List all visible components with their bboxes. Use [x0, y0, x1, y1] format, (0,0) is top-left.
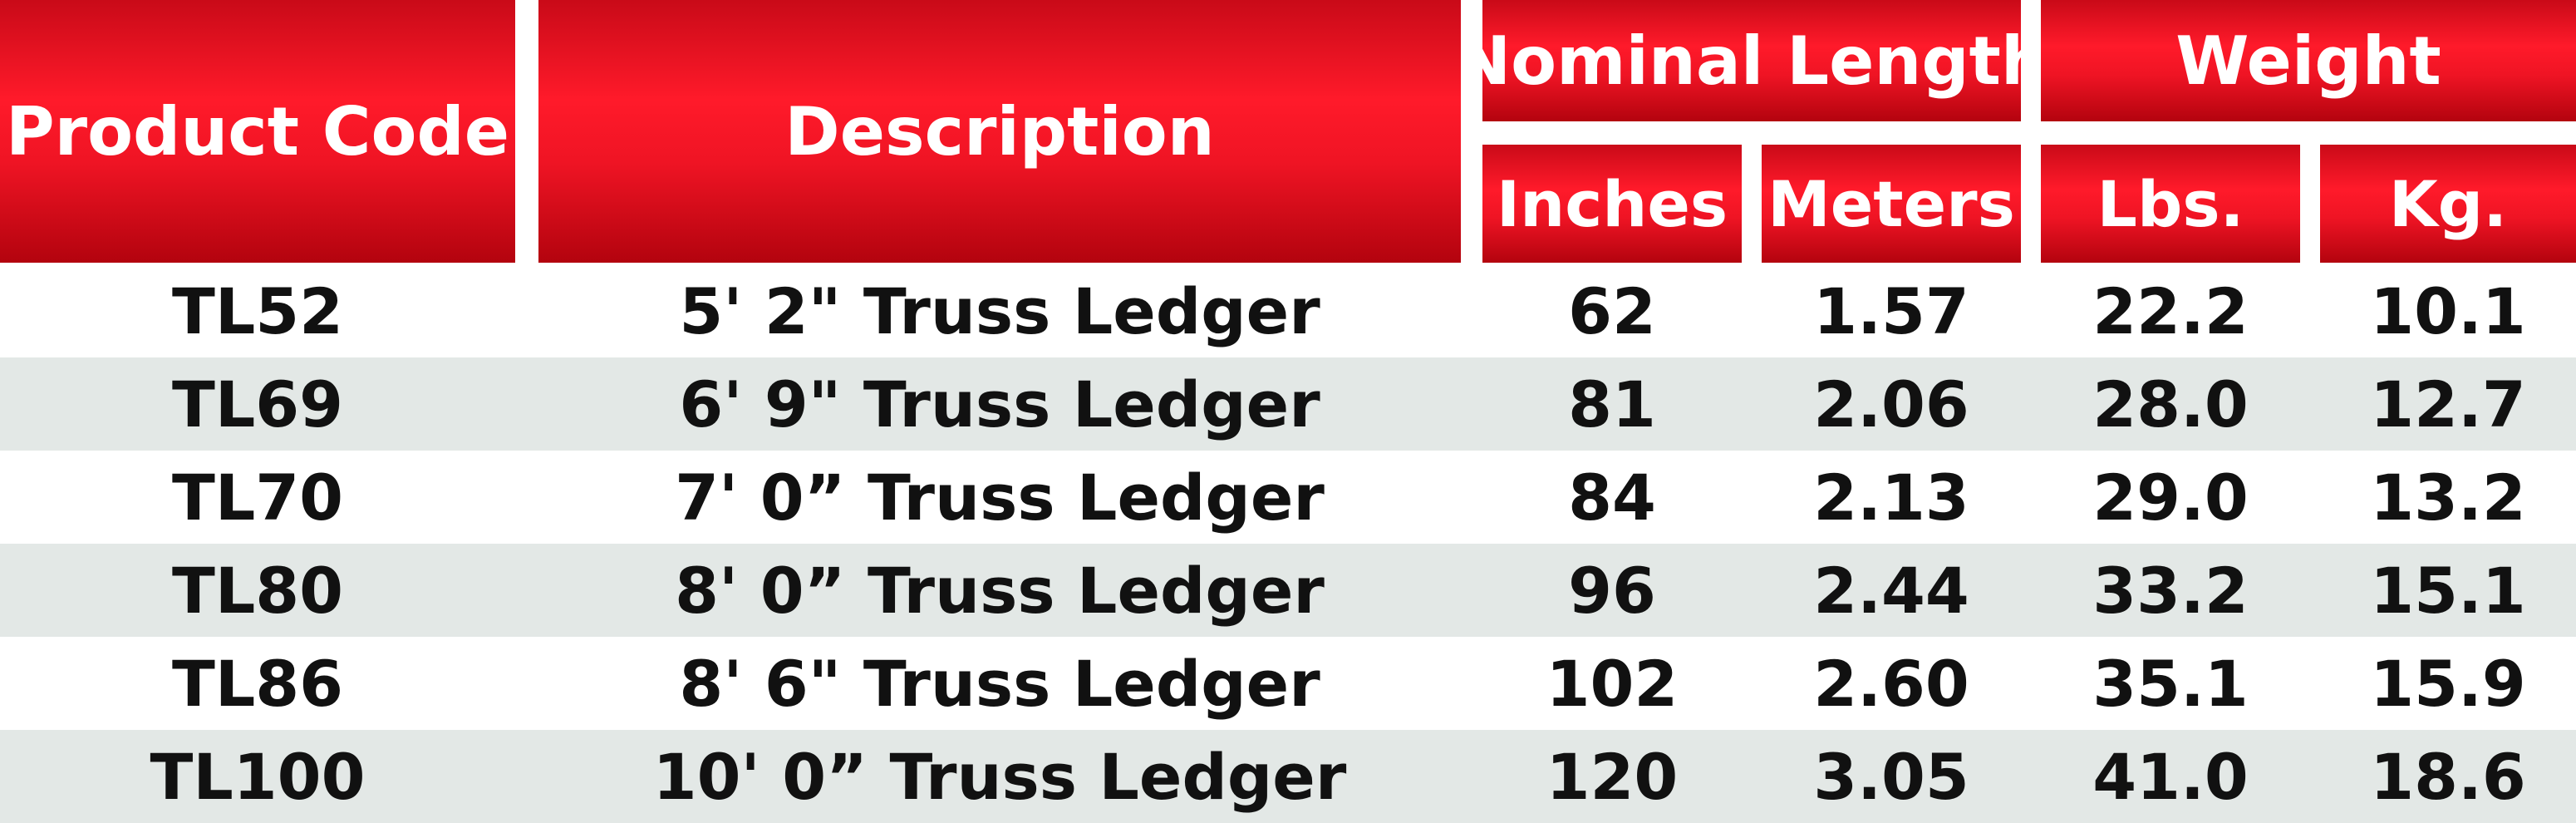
- cell-kg: 18.6: [2370, 739, 2526, 814]
- cell-kg: 13.2: [2370, 460, 2526, 535]
- cell-meters: 2.44: [1813, 553, 1969, 628]
- table-row: TL52 5' 2" Truss Ledger 62 1.57 22.2 10.1: [0, 264, 2576, 357]
- cell-inches: 120: [1546, 739, 1679, 814]
- header-product-code: Product Code: [0, 0, 515, 263]
- header-description: Description: [538, 0, 1461, 263]
- cell-product-code: TL69: [171, 367, 344, 441]
- header-meters: Meters: [1762, 145, 2021, 263]
- header-inches: Inches: [1482, 145, 1742, 263]
- cell-description: 8' 0” Truss Ledger: [675, 553, 1325, 628]
- cell-inches: 62: [1568, 274, 1656, 348]
- cell-description: 5' 2" Truss Ledger: [679, 274, 1320, 348]
- cell-inches: 81: [1568, 367, 1656, 441]
- table-row: TL100 10' 0” Truss Ledger 120 3.05 41.0 18.6: [0, 730, 2576, 823]
- table-row: TL70 7' 0” Truss Ledger 84 2.13 29.0 13.2: [0, 451, 2576, 544]
- cell-meters: 2.13: [1813, 460, 1969, 535]
- cell-lbs: 35.1: [2092, 646, 2249, 721]
- cell-meters: 2.60: [1813, 646, 1969, 721]
- cell-meters: 3.05: [1813, 739, 1969, 814]
- header-weight: Weight: [2041, 0, 2576, 121]
- header-kg: Kg.: [2320, 145, 2576, 263]
- header-nominal-length: Nominal Length: [1455, 0, 2048, 121]
- cell-product-code: TL100: [150, 739, 366, 814]
- cell-meters: 1.57: [1813, 274, 1969, 348]
- cell-kg: 15.9: [2370, 646, 2526, 721]
- cell-product-code: TL52: [171, 274, 344, 348]
- table-row: TL80 8' 0” Truss Ledger 96 2.44 33.2 15.1: [0, 544, 2576, 637]
- cell-kg: 10.1: [2370, 274, 2526, 348]
- cell-lbs: 22.2: [2092, 274, 2249, 348]
- cell-description: 10' 0” Truss Ledger: [652, 739, 1347, 814]
- cell-lbs: 28.0: [2092, 367, 2249, 441]
- cell-product-code: TL80: [171, 553, 344, 628]
- cell-lbs: 33.2: [2092, 553, 2249, 628]
- cell-inches: 96: [1568, 553, 1656, 628]
- cell-description: 7' 0” Truss Ledger: [675, 460, 1325, 535]
- cell-kg: 12.7: [2370, 367, 2526, 441]
- cell-lbs: 41.0: [2092, 739, 2249, 814]
- header-lbs: Lbs.: [2041, 145, 2300, 263]
- cell-lbs: 29.0: [2092, 460, 2249, 535]
- table-row: TL69 6' 9" Truss Ledger 81 2.06 28.0 12.7: [0, 357, 2576, 451]
- cell-description: 8' 6" Truss Ledger: [679, 646, 1320, 721]
- cell-inches: 84: [1568, 460, 1656, 535]
- cell-product-code: TL70: [171, 460, 344, 535]
- cell-inches: 102: [1546, 646, 1679, 721]
- cell-meters: 2.06: [1813, 367, 1969, 441]
- cell-kg: 15.1: [2370, 553, 2526, 628]
- table-row: TL86 8' 6" Truss Ledger 102 2.60 35.1 15.9: [0, 637, 2576, 730]
- cell-description: 6' 9" Truss Ledger: [679, 367, 1320, 441]
- cell-product-code: TL86: [171, 646, 344, 721]
